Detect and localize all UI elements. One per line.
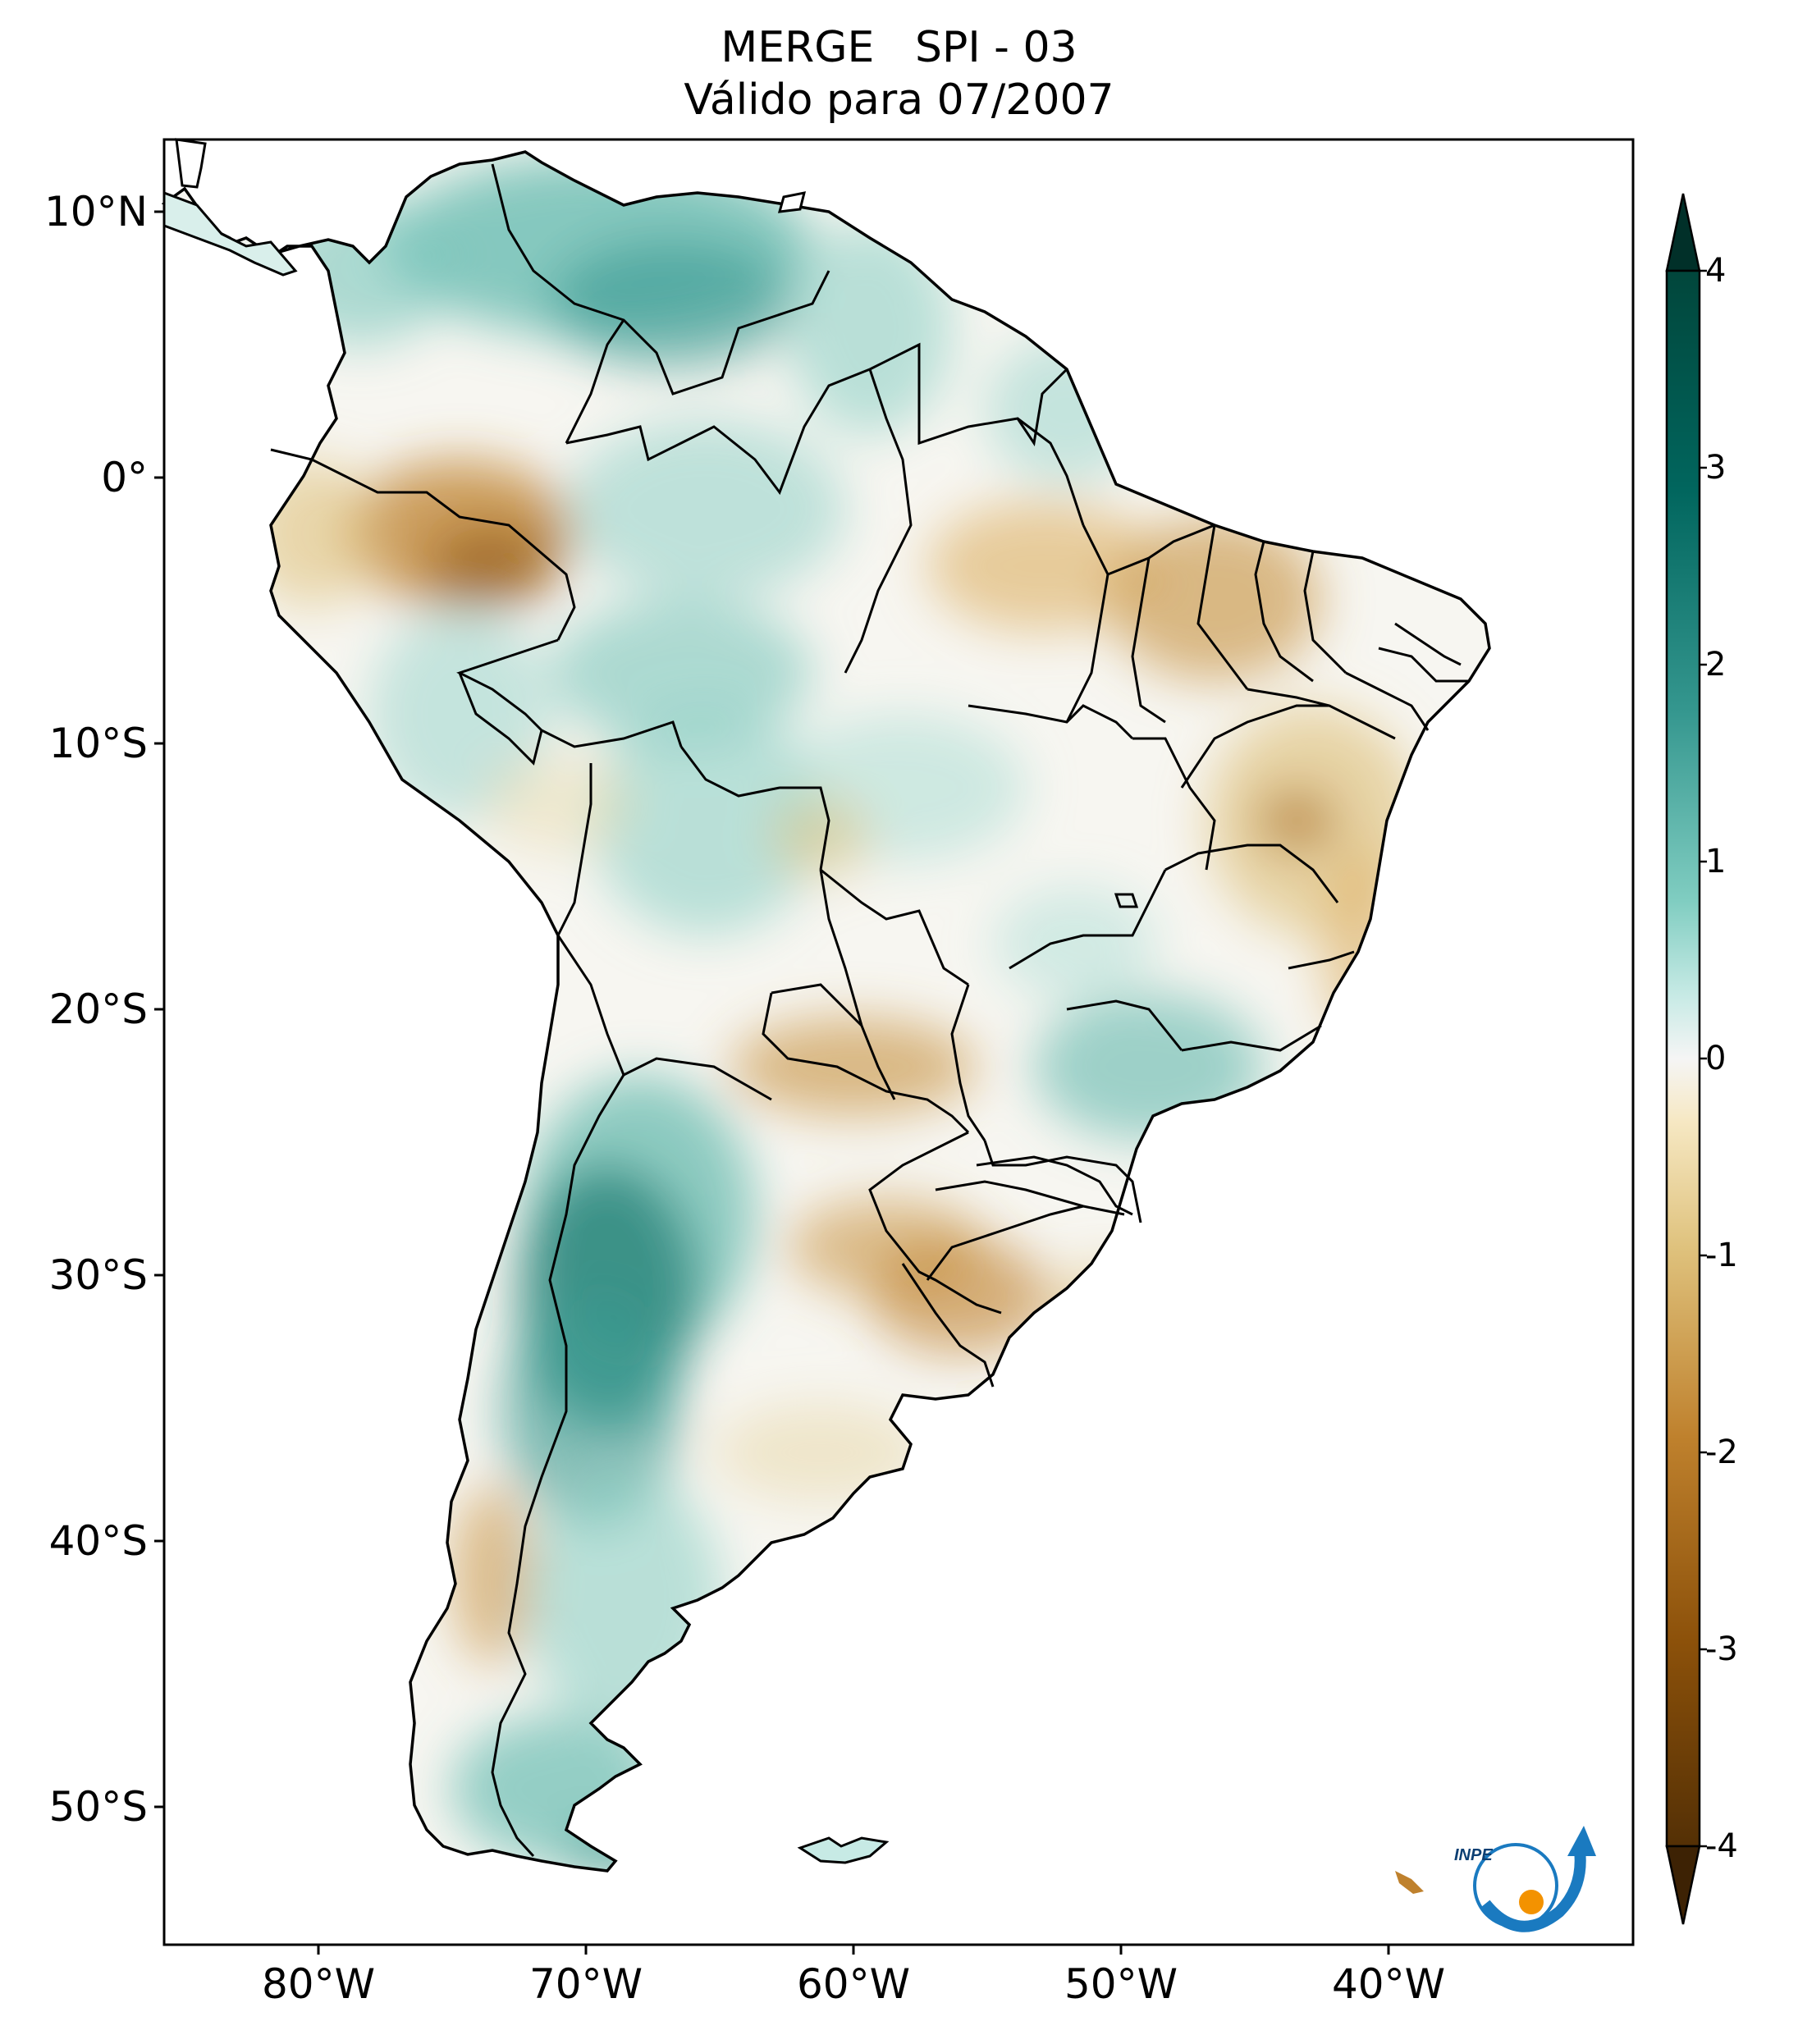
lat-tick-label: 40°S — [48, 1517, 148, 1565]
colorbar-tick-label: -3 — [1705, 1630, 1738, 1668]
colorbar-tick-label: 3 — [1705, 449, 1727, 487]
inpe-logo — [1473, 1826, 1596, 1932]
colorbar-tick-label: 0 — [1705, 1040, 1727, 1077]
map-axes — [162, 138, 1635, 1946]
lon-tick-label: 40°W — [1331, 1960, 1446, 2008]
colorbar-tick-label: -4 — [1705, 1827, 1738, 1865]
lat-tick-marks — [154, 210, 164, 1809]
lat-tick-label: 50°S — [48, 1783, 148, 1831]
map-subtitle: Válido para 07/2007 — [684, 75, 1114, 125]
lat-tick-label: 0° — [101, 454, 148, 501]
colorbar-tick-label: 4 — [1705, 252, 1727, 290]
lat-tick-label: 20°S — [48, 985, 148, 1033]
lon-tick-marks — [317, 1945, 1390, 1955]
colorbar-tick-label: 2 — [1705, 646, 1727, 684]
map-title: MERGE SPI - 03 — [721, 23, 1077, 72]
lat-tick-label: 30°S — [48, 1251, 148, 1299]
colorbar-tick-label: -1 — [1705, 1237, 1738, 1274]
lon-tick-label: 70°W — [528, 1960, 643, 2008]
lon-tick-label: 50°W — [1064, 1960, 1178, 2008]
lon-tick-label: 60°W — [796, 1960, 911, 2008]
lat-tick-label: 10°S — [48, 720, 148, 767]
colorbar — [1665, 193, 1707, 1925]
borders — [270, 163, 1469, 1858]
colorbar-tick-label: 1 — [1705, 843, 1727, 880]
lon-tick-label: 80°W — [261, 1960, 376, 2008]
inpe-logo-text: INPE — [1454, 1846, 1493, 1864]
lat-tick-label: 10°N — [43, 188, 148, 235]
colorbar-tick-label: -2 — [1705, 1434, 1738, 1471]
